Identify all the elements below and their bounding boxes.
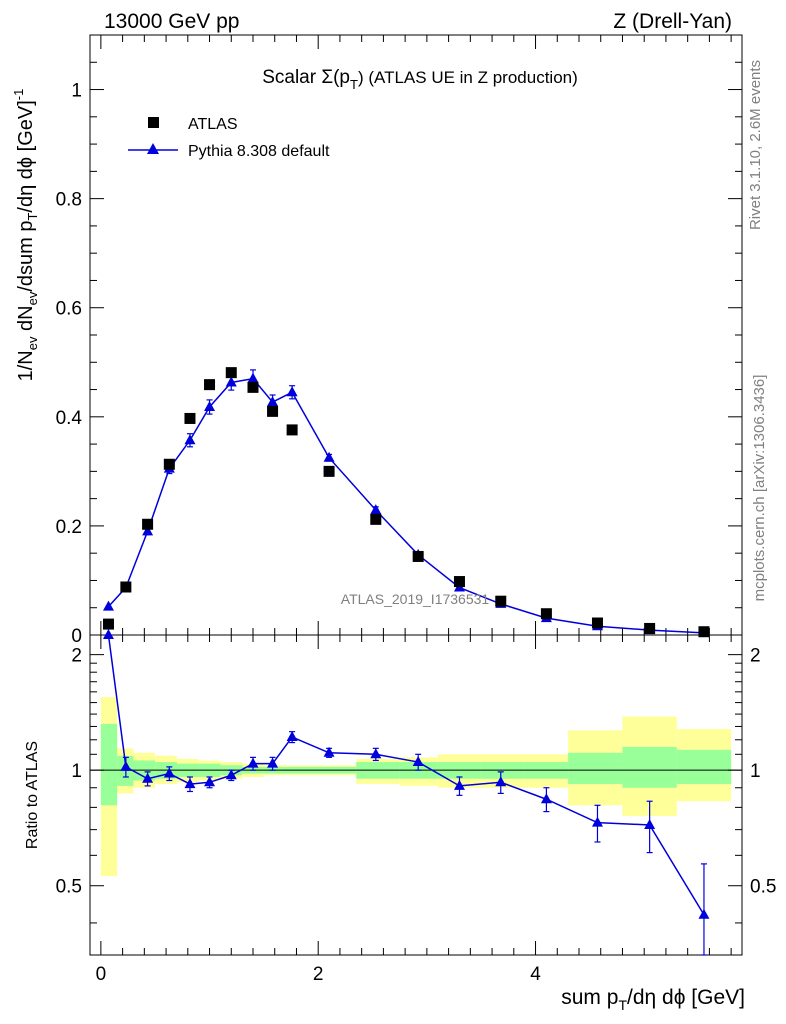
header-right: Z (Drell-Yan) [613,10,732,33]
ratio-mc-point [184,778,196,789]
mc-point [102,600,114,611]
data-point [267,405,279,417]
ratio-panel-frame [89,634,743,956]
axes: 0 2 400.20.40.60.810.5 0.51 12 2 [56,34,776,985]
mc-point [184,434,196,445]
ratio-mc-point [267,757,279,768]
ratio-mc-point [495,776,507,787]
data-point [184,412,196,424]
data-point [120,581,132,593]
data-point [698,626,710,638]
data-point [412,550,424,562]
data-point [247,381,259,393]
ratio-mc-point [120,760,132,771]
ratio-mc-point [412,756,424,767]
legend-data-label: ATLAS [188,116,238,133]
ratio-mc-point [644,818,656,829]
ratio-y-tick-label-right: 0.5 [750,877,776,898]
ratio-mc-point [698,908,710,919]
x-axis-label: sum pT/dη dϕ [GeV] [561,986,745,1013]
x-tick-label: 0 [96,964,107,985]
analysis-watermark: ATLAS_2019_I1736531 [341,591,490,607]
y-tick-label: 0.2 [56,517,82,538]
ratio-band-inner [100,723,118,806]
mc-point [286,386,298,397]
data-point [323,465,335,477]
mc-point [204,401,216,411]
ratio-bands [90,697,742,877]
ratio-y-tick-label-left: 1 [71,761,82,782]
plot-title: Scalar Σ(pT) (ATLAS UE in Z production) [262,67,578,92]
mc-point [225,376,237,387]
ratio-mc-point [591,816,603,827]
ratio-y-tick-label-right: 1 [750,761,761,782]
legend-mc-label: Pythia 8.308 default [188,143,330,160]
ratio-mc-point [204,776,216,787]
y-tick-label: 0.6 [56,299,82,320]
data-point [453,576,465,588]
data-point [370,513,382,525]
header-left: 13000 GeV pp [104,10,239,33]
data-point [495,595,507,607]
data-point [225,367,237,379]
ratio-y-tick-label-left: 2 [71,646,82,667]
mc-point [142,525,154,536]
ratio-y-axis-label: Ratio to ATLAS [24,741,41,849]
legend-data-marker [148,117,159,128]
data-point [142,518,154,530]
legend: ATLAS Pythia 8.308 default [128,116,330,160]
y-axis-label: 1/Nev dNev/dsum pT/dη dϕ [GeV]-1 [11,89,40,382]
ratio-mc-point [102,629,114,639]
ratio-mc-series [102,629,710,956]
y-tick-label: 0.8 [56,190,82,211]
ratio-band-inner [676,749,732,785]
mc-point [267,396,279,407]
mc-point [247,372,259,383]
ratio-mc-point [142,772,154,783]
rivet-version-label: Rivet 3.1.10, 2.6M events [747,60,764,230]
ratio-mc-point [323,746,335,757]
ratio-mc-point [163,767,175,778]
data-point [286,424,298,436]
mc-point [370,504,382,515]
ratio-mc-point [370,748,382,759]
data-point [163,458,175,470]
data-point [644,622,656,634]
y-tick-label: 0 [71,626,82,647]
ratio-y-tick-label-left: 0.5 [56,877,82,898]
legend-mc-marker [147,143,159,154]
mcplots-credit-label: mcplots.cern.ch [arXiv:1306.3436] [751,375,768,602]
y-tick-label: 1 [71,81,82,102]
mc-point [323,451,335,462]
ratio-mc-point [540,793,552,804]
ratio-mc-point [453,779,465,790]
data-series [102,367,710,638]
ratio-mc-point [247,757,259,768]
ratio-mc-point [286,731,298,742]
ratio-mc-point [225,769,237,780]
y-tick-label: 0.4 [56,408,83,429]
ratio-y-tick-label-right: 2 [750,646,761,667]
data-point [102,618,114,630]
data-point [204,379,216,391]
x-tick-label: 2 [313,964,324,985]
x-tick-label: 4 [530,964,541,985]
data-point [540,608,552,620]
ratio-band-inner [622,746,677,788]
ratio-band-inner [568,752,623,785]
data-point [591,617,603,629]
